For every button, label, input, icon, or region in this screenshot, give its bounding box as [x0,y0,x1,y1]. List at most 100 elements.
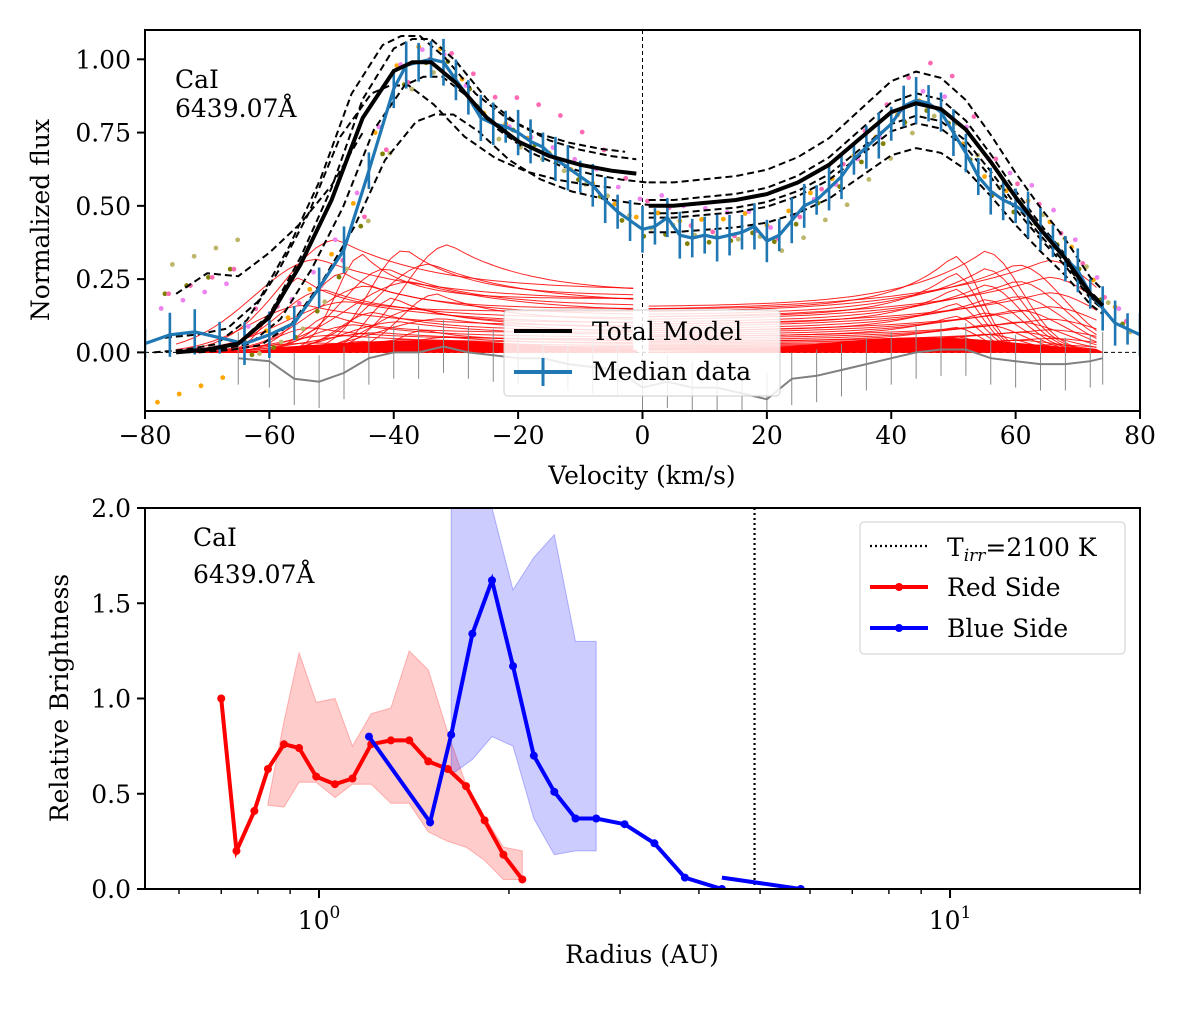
observation-dot [822,217,828,223]
observation-dot [558,113,563,118]
observation-dot [1051,207,1056,213]
observation-dot [699,217,704,222]
observation-dot [906,75,912,81]
red-side-point [263,764,272,773]
blue-side-point [680,873,689,882]
observation-dot [720,216,726,222]
legend-median-data-label: Median data [592,357,751,386]
red-side-point [462,782,471,791]
red-component-blue-side [175,258,634,345]
red-side-point [232,846,241,855]
observation-dot [866,177,872,182]
observation-dot [470,71,476,77]
observation-dot [637,196,643,202]
observation-dot [307,286,313,292]
top-y-tick-label: 0.75 [75,119,131,148]
observation-dot [492,94,498,100]
bottom-y-tick-label: 0.0 [91,875,131,904]
blue-side-point [468,629,477,638]
observation-dot [612,201,617,207]
observation-dot [220,375,226,380]
observation-dot [710,229,716,235]
observation-dot [271,345,277,351]
legend-blue-side-label: Blue Side [947,614,1068,643]
top-annotation-wavelength: 6439.07Å [175,93,297,123]
tick-exponent: 1 [961,903,972,923]
observation-dot [993,156,999,162]
top-x-tick-label: 20 [751,421,783,450]
observation-dot [793,221,799,227]
blue-side-point [571,814,580,823]
observation-dot [1029,182,1035,188]
observation-dot [619,218,625,223]
top-x-tick-label: 0 [635,421,651,450]
observation-dot [235,237,241,243]
observation-dot [561,168,567,174]
observation-dot [191,253,197,259]
blue-side-point [364,732,373,741]
observation-dot [920,88,926,94]
observation-dot [176,391,182,397]
top-legend-box [503,309,781,397]
top-x-axis-label: Velocity (km/s) [547,461,735,490]
bottom-x-ticks: 100 101 [178,889,1141,935]
red-side-line [219,698,524,881]
observation-dot [536,102,542,108]
bottom-y-tick-label: 1.5 [91,589,131,618]
blue-side-point [487,576,496,585]
observation-dot [971,114,977,120]
observation-dot [311,269,316,275]
red-component-blue-side [175,239,634,353]
observation-dot [797,214,803,220]
tick-base: 10 [929,906,961,935]
top-x-tick-label: 40 [875,421,907,450]
top-y-tick-label: 1.00 [75,45,131,74]
observation-dot [801,235,806,241]
blue-side-point [529,751,538,760]
dashed-model-blue-side [153,84,615,354]
bottom-y-axis-label: Relative Brightness [45,574,74,822]
legend-tirr-label: Tirr=2100 K [947,533,1098,566]
bottom-annotation-wavelength: 6439.07Å [193,559,315,589]
observation-dot [786,208,792,214]
blue-side-point [509,662,518,671]
observation-dot [942,94,948,100]
observation-dot [383,147,389,153]
bottom-y-tick-label: 2.0 [91,494,131,523]
red-side-point [424,757,433,766]
red-side-point [480,816,489,825]
observation-dot [1094,275,1100,280]
red-side-point [312,772,321,781]
observation-dot [742,211,748,216]
observation-dot [1116,306,1122,312]
legend-red-side-label: Red Side [947,573,1061,602]
observation-dot [227,266,233,272]
dashed-model-blue-side [164,35,626,339]
observation-dot [158,306,164,311]
observation-dot [768,225,774,230]
bottom-legend: Tirr=2100 K Red Side Blue Side [859,521,1126,655]
observation-dot [844,202,850,208]
observation-dot [180,297,186,303]
observation-dot [659,193,665,198]
top-x-tick-label: 60 [1000,421,1032,450]
top-x-ticks: −80 −60 −40 −20 0 20 40 60 80 [119,411,1156,450]
observation-dot [1072,237,1078,243]
dashed-model-red-side [648,70,1104,291]
top-y-ticks: 0.00 0.25 0.50 0.75 1.00 [75,45,145,367]
observation-dot [322,299,328,305]
observation-dot [354,190,360,196]
red-side-point [499,850,508,859]
observation-dot [314,308,320,314]
bottom-panel: 100 101 0.00.51.01.52.0 CaI 6439.07Å Radi… [45,494,1141,969]
observation-dot [615,184,621,190]
observation-dot [419,47,425,53]
observation-dot [169,262,175,267]
tick-base: 10 [298,906,330,935]
bottom-legend-box [859,521,1126,655]
observation-dot [409,86,415,92]
observation-dot [819,186,824,192]
observation-dot [332,237,338,243]
red-side-point [279,740,288,749]
